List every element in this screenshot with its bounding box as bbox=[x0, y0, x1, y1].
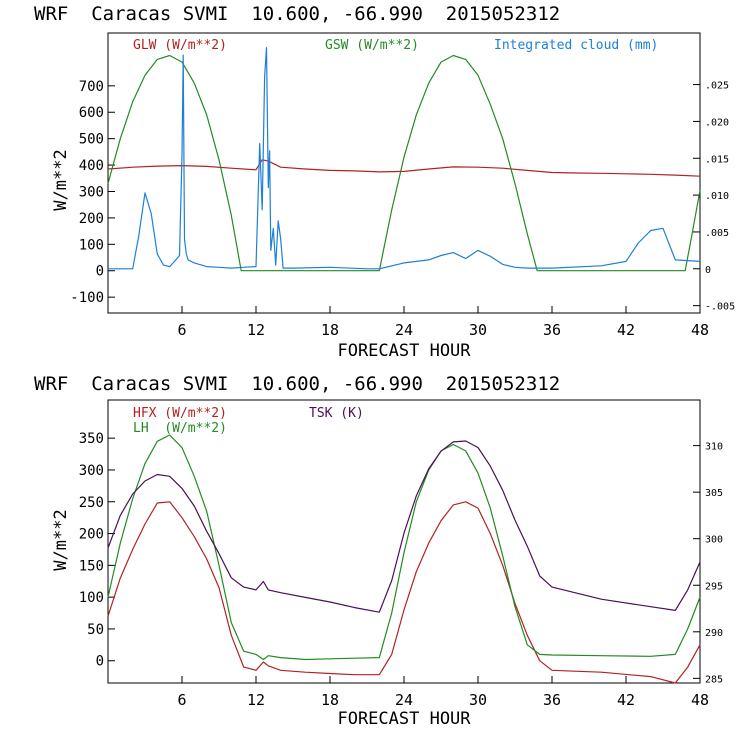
y-axis-label: W/m**2 bbox=[51, 509, 71, 570]
y2-tick-label: 285 bbox=[705, 674, 723, 685]
y2-tick-label: 300 bbox=[705, 535, 723, 546]
y-tick-label: 0 bbox=[96, 654, 104, 670]
x-tick-label: 42 bbox=[617, 321, 635, 339]
y-tick-label: 300 bbox=[79, 463, 104, 479]
y2-tick-label: .020 bbox=[705, 117, 729, 128]
y2-tick-label: -.005 bbox=[705, 302, 735, 313]
y-tick-label: 250 bbox=[79, 495, 104, 511]
y2-tick-label: .010 bbox=[705, 191, 729, 202]
y2-tick-label: 295 bbox=[705, 581, 723, 592]
x-axis-ticks: 6 12 18 24 30 36 42 48 bbox=[177, 676, 709, 709]
x-tick-label: 18 bbox=[321, 321, 339, 339]
x-tick-label: 36 bbox=[543, 691, 561, 709]
x-tick-label: 48 bbox=[691, 691, 709, 709]
series-line-lh bbox=[107, 434, 701, 661]
x-axis-label: FORECAST HOUR bbox=[337, 341, 471, 361]
x-tick-label: 6 bbox=[177, 321, 186, 339]
series-lines bbox=[107, 47, 701, 272]
chart-title: WRF Caracas SVMI 10.600, -66.990 2015052… bbox=[34, 373, 560, 395]
series-line-integrated bbox=[108, 47, 701, 270]
y2-tick-label: .015 bbox=[705, 154, 729, 165]
y-tick-label: 100 bbox=[79, 237, 104, 253]
y-tick-label: 500 bbox=[79, 132, 104, 148]
y-tick-label: 0 bbox=[96, 264, 104, 280]
y-tick-label: 100 bbox=[79, 590, 104, 606]
series-lines bbox=[107, 434, 701, 684]
x-tick-label: 42 bbox=[617, 691, 635, 709]
y2-axis-ticks: 285 290 295 300 305 310 bbox=[693, 442, 723, 685]
y-tick-label: 700 bbox=[79, 79, 104, 95]
legend-tsk: TSK (K) bbox=[309, 406, 364, 421]
y-axis-ticks: -100 0 100 200 300 400 500 600 700 bbox=[70, 79, 115, 306]
y2-tick-label: .025 bbox=[705, 81, 729, 92]
x-tick-label: 24 bbox=[395, 691, 413, 709]
chart-title: WRF Caracas SVMI 10.600, -66.990 2015052… bbox=[34, 3, 560, 25]
x-tick-label: 30 bbox=[469, 321, 487, 339]
panel-radiation-cloud: WRF Caracas SVMI 10.600, -66.990 2015052… bbox=[34, 3, 735, 361]
y-tick-label: 200 bbox=[79, 211, 104, 227]
series-line-hfx bbox=[107, 501, 701, 684]
panel-surface-fluxes: WRF Caracas SVMI 10.600, -66.990 2015052… bbox=[34, 373, 723, 729]
y-tick-label: 300 bbox=[79, 184, 104, 200]
y-axis-label: W/m**2 bbox=[51, 149, 71, 210]
y-tick-label: 600 bbox=[79, 105, 104, 121]
y-tick-label: 350 bbox=[79, 431, 104, 447]
y-tick-label: 400 bbox=[79, 158, 104, 174]
series-line-gsw bbox=[107, 54, 701, 272]
y-tick-label: 150 bbox=[79, 558, 104, 574]
x-tick-label: 6 bbox=[177, 691, 186, 709]
legend-cloud: Integrated cloud (mm) bbox=[494, 38, 658, 53]
x-axis-label: FORECAST HOUR bbox=[337, 709, 471, 729]
x-tick-label: 12 bbox=[247, 691, 265, 709]
y2-tick-label: 290 bbox=[705, 628, 723, 639]
x-tick-label: 48 bbox=[691, 321, 709, 339]
y-tick-label: -100 bbox=[70, 290, 104, 306]
legend-hfx: HFX (W/m**2) bbox=[133, 406, 227, 421]
series-line-tsk bbox=[107, 440, 701, 613]
y2-tick-label: 305 bbox=[705, 488, 723, 499]
y2-tick-label: 0 bbox=[705, 265, 711, 276]
x-tick-label: 18 bbox=[321, 691, 339, 709]
y2-tick-label: .005 bbox=[705, 228, 729, 239]
y-tick-label: 50 bbox=[87, 622, 104, 638]
y2-tick-label: 310 bbox=[705, 442, 723, 453]
legend-lh: LH (W/m**2) bbox=[133, 421, 227, 436]
x-tick-label: 30 bbox=[469, 691, 487, 709]
y-axis-ticks: 0 50 100 150 200 250 300 350 bbox=[79, 431, 115, 670]
x-tick-label: 12 bbox=[247, 321, 265, 339]
x-axis-ticks: 6 12 18 24 30 36 42 48 bbox=[177, 306, 709, 339]
legend-glw: GLW (W/m**2) bbox=[133, 38, 227, 53]
x-tick-label: 24 bbox=[395, 321, 413, 339]
y-tick-label: 200 bbox=[79, 527, 104, 543]
x-tick-label: 36 bbox=[543, 321, 561, 339]
series-line-glw bbox=[107, 159, 701, 177]
legend-gsw: GSW (W/m**2) bbox=[325, 38, 419, 53]
